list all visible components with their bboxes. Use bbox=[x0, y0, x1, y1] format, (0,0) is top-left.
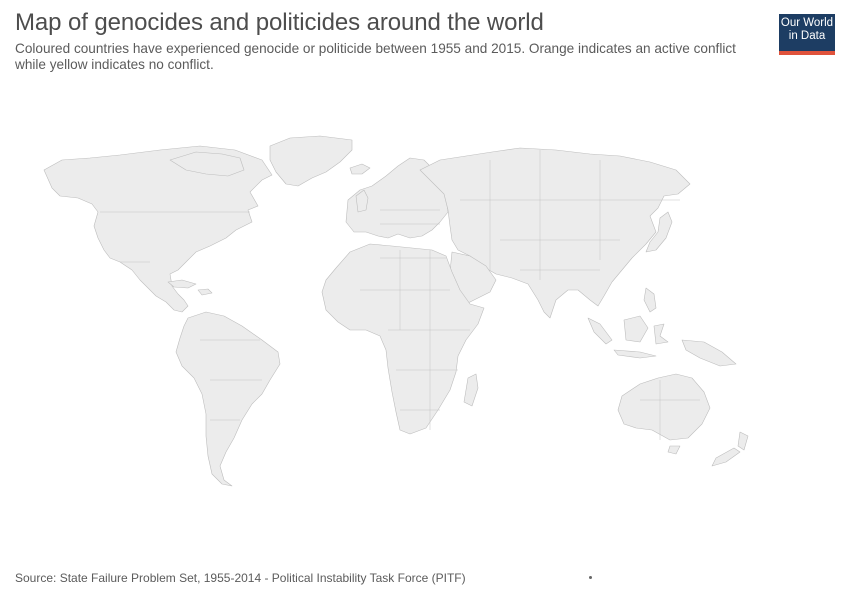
sumatra-landmass[interactable] bbox=[587, 317, 613, 345]
sulawesi-landmass[interactable] bbox=[653, 323, 669, 345]
greenland-landmass[interactable] bbox=[269, 135, 353, 187]
north-america-landmass[interactable] bbox=[43, 145, 273, 313]
page-subtitle: Coloured countries have experienced geno… bbox=[15, 41, 736, 72]
iceland-landmass[interactable] bbox=[349, 163, 371, 175]
europe-landmass[interactable] bbox=[345, 157, 449, 239]
borneo-landmass[interactable] bbox=[623, 315, 649, 343]
owid-logo[interactable]: Our World in Data bbox=[779, 14, 835, 55]
map-marker-dot bbox=[589, 576, 592, 579]
country-borders bbox=[100, 150, 700, 440]
japan-landmass[interactable] bbox=[645, 211, 673, 253]
cuba-landmass[interactable] bbox=[167, 279, 197, 289]
source-note: Source: State Failure Problem Set, 1955-… bbox=[15, 571, 466, 585]
new-zealand-landmass[interactable] bbox=[737, 431, 749, 451]
south-america-landmass[interactable] bbox=[175, 311, 281, 487]
logo-line-1: Our World bbox=[780, 17, 834, 29]
page-title: Map of genocides and politicides around … bbox=[15, 9, 544, 36]
philippines-landmass[interactable] bbox=[643, 287, 657, 313]
java-landmass[interactable] bbox=[613, 349, 657, 359]
australia-landmass[interactable] bbox=[617, 373, 711, 441]
logo-line-2: in Data bbox=[788, 30, 826, 42]
new-guinea-landmass[interactable] bbox=[681, 339, 737, 367]
africa-landmass[interactable] bbox=[321, 243, 485, 435]
arctic-islands[interactable] bbox=[169, 151, 245, 177]
uk-landmass[interactable] bbox=[355, 189, 369, 213]
madagascar-landmass[interactable] bbox=[463, 373, 479, 407]
new-zealand-south-landmass[interactable] bbox=[711, 447, 741, 467]
tasmania-landmass[interactable] bbox=[667, 445, 681, 455]
hispaniola-landmass[interactable] bbox=[197, 288, 213, 296]
